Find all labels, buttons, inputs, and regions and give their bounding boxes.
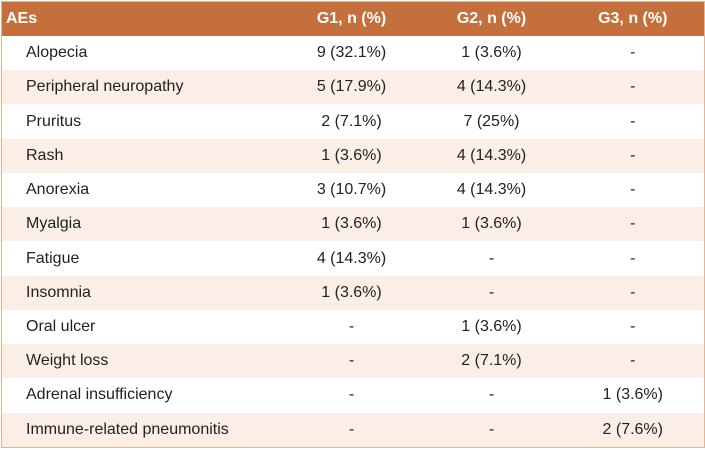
count-cell: - — [281, 412, 422, 448]
count-cell: 2 (7.1%) — [421, 344, 562, 379]
count-cell: - — [630, 249, 636, 267]
header-cell: G2, n (%) — [421, 1, 562, 36]
count-cell: - — [561, 138, 705, 173]
count-cell: 1 (3.6%) — [281, 138, 422, 173]
count-cell: - — [488, 249, 495, 267]
ae-name: Immune-related pneumonitis — [1, 412, 282, 448]
count-cell: - — [348, 386, 355, 404]
table-row: Pruritus 2 (7.1%) 7 (25%) - — [2, 104, 705, 138]
count-cell: 4 (14.3%) — [421, 70, 562, 105]
ae-name: Peripheral neuropathy — [1, 70, 282, 105]
count-cell: - — [488, 386, 495, 404]
count-cell: - — [561, 207, 705, 242]
ae-name: Pruritus — [26, 112, 82, 130]
count-cell: 2 (7.1%) — [321, 112, 382, 130]
count-cell: 1 (3.6%) — [602, 386, 663, 404]
count-cell: - — [561, 70, 705, 105]
table-row: Immune-related pneumonitis - -2 (7.6%) — [1, 412, 705, 448]
ae-name: Weight loss — [1, 344, 282, 379]
count-cell: - — [561, 275, 705, 310]
table-row: Fatigue 4 (14.3%) - - — [2, 241, 705, 275]
count-cell: 1 (3.6%) — [281, 275, 422, 310]
count-cell: - — [630, 44, 636, 62]
table-row: Insomnia 1 (3.6%) - - — [1, 275, 705, 310]
table-row: Alopecia 9 (32.1%) 1 (3.6%) - — [2, 36, 705, 70]
ae-name: Anorexia — [26, 181, 90, 199]
count-cell: - — [421, 412, 562, 448]
count-cell: 9 (32.1%) — [316, 44, 387, 62]
count-cell: - — [421, 275, 562, 310]
table-row: Weight loss -2 (7.1%) - — [1, 344, 705, 379]
ae-name: Fatigue — [26, 249, 80, 267]
table-row: Oral ulcer - 1 (3.6%) - — [2, 310, 705, 344]
count-cell: - — [630, 317, 636, 335]
table-row: Myalgia 1 (3.6%) 1 (3.6%) - — [1, 207, 705, 242]
count-cell: 1 (3.6%) — [421, 207, 562, 242]
count-cell: 2 (7.6%) — [561, 412, 705, 448]
count-cell: 1 (3.6%) — [461, 44, 522, 62]
table-row: Peripheral neuropathy 5 (17.9%) 4 (14.3%) - — [1, 70, 705, 105]
ae-name: Alopecia — [26, 44, 88, 62]
ae-name: Oral ulcer — [26, 317, 96, 335]
ae-name: Rash — [1, 138, 282, 173]
ae-name: Myalgia — [1, 207, 282, 242]
header-cell: G3, n (%) — [561, 1, 705, 36]
table-row: Rash 1 (3.6%) 4 (14.3%) - — [1, 138, 705, 173]
ae-name: Insomnia — [1, 275, 282, 310]
count-cell: 4 (14.3%) — [421, 138, 562, 173]
count-cell: 4 (14.3%) — [316, 249, 387, 267]
table-row: Adrenal insufficiency - - 1 (3.6%) — [2, 378, 705, 412]
count-cell: 1 (3.6%) — [461, 317, 522, 335]
table-row: Anorexia 3 (10.7%) 4 (14.3%) - — [2, 173, 705, 207]
table-body: Alopecia 9 (32.1%) 1 (3.6%) - Peripheral neu… — [1, 36, 705, 448]
count-cell: - — [630, 181, 636, 199]
count-cell: 7 (25%) — [463, 112, 520, 130]
count-cell: - — [281, 344, 422, 379]
header-row: AEs G1, n (%) G2, n (%) G3, n (%) — [1, 1, 705, 36]
header-cell: AEs — [1, 1, 282, 36]
count-cell: - — [348, 317, 355, 335]
header-cell: G1, n (%) — [281, 1, 422, 36]
ae-name: Adrenal insufficiency — [26, 386, 173, 404]
count-cell: - — [630, 112, 636, 130]
count-cell: 1 (3.6%) — [281, 207, 422, 242]
count-cell: 5 (17.9%) — [281, 70, 422, 105]
count-cell: 4 (14.3%) — [456, 181, 527, 199]
count-cell: - — [561, 344, 705, 379]
count-cell: 3 (10.7%) — [316, 181, 387, 199]
